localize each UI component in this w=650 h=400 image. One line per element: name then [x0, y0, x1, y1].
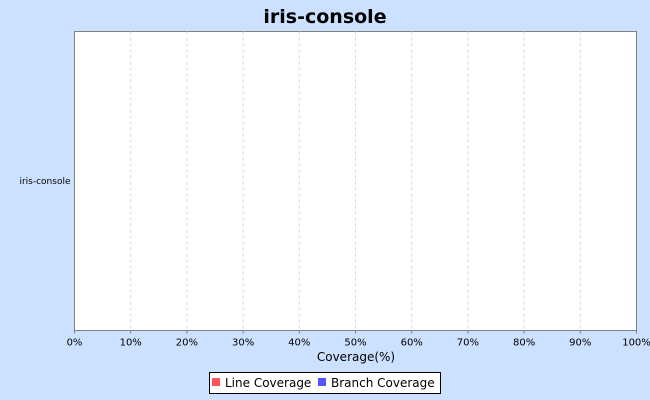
x-axis-label: Coverage(%): [317, 350, 395, 364]
x-tick-label: 50%: [344, 338, 366, 349]
y-axis-categories: iris-console: [19, 177, 70, 187]
legend-label: Branch Coverage: [331, 376, 435, 390]
legend-label: Line Coverage: [225, 376, 311, 390]
legend: Line Coverage Branch Coverage: [209, 372, 441, 394]
legend-swatch: [212, 378, 220, 386]
chart-title: iris-console: [263, 6, 386, 28]
grid-lines: [130, 31, 581, 331]
x-tick-label: 10%: [120, 338, 142, 349]
x-tick-label: 70%: [457, 338, 479, 349]
y-category-label: iris-console: [19, 177, 70, 187]
x-tick-label: 0%: [67, 338, 83, 349]
x-tick-label: 100%: [622, 338, 650, 349]
x-tick-label: 30%: [232, 338, 254, 349]
x-tick-label: 60%: [401, 338, 423, 349]
legend-swatch: [318, 378, 326, 386]
x-axis-ticks: 0% 10% 20% 30% 40% 50% 60% 70% 80% 90% 100%: [67, 330, 650, 349]
x-tick-label: 90%: [569, 338, 591, 349]
x-tick-label: 20%: [176, 338, 198, 349]
x-tick-label: 40%: [288, 338, 310, 349]
x-tick-label: 80%: [513, 338, 535, 349]
